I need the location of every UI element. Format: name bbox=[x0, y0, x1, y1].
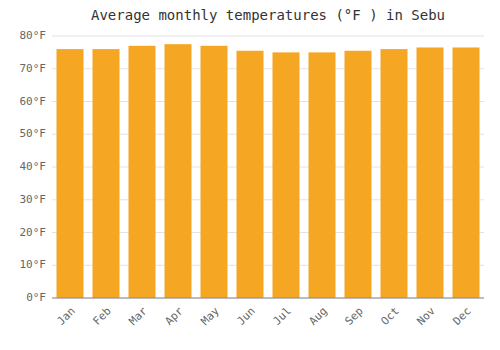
grid-line bbox=[52, 36, 484, 37]
y-tick-label: 80°F bbox=[20, 29, 47, 42]
y-tick-label: 50°F bbox=[20, 127, 47, 140]
x-tick-label: Feb bbox=[91, 305, 114, 328]
bar bbox=[129, 46, 156, 298]
y-tick-label: 40°F bbox=[20, 160, 47, 173]
chart-title: Average monthly temperatures (°F ) in Se… bbox=[91, 7, 445, 23]
bar bbox=[345, 51, 372, 298]
x-tick-label: Jun bbox=[235, 305, 258, 328]
x-axis: Jan Feb Mar Apr May Jun Jul Aug Sep Oct Nov Dec bbox=[52, 298, 484, 328]
x-tick-label: Aug bbox=[307, 305, 330, 328]
y-tick-label: 30°F bbox=[20, 193, 47, 206]
x-tick-label: Mar bbox=[127, 304, 151, 328]
bar bbox=[273, 52, 300, 298]
bar bbox=[309, 52, 336, 298]
bar bbox=[381, 49, 408, 298]
bar bbox=[57, 49, 84, 298]
y-tick-label: 0°F bbox=[26, 291, 46, 304]
chart-container: Average monthly temperatures (°F ) in Se… bbox=[0, 0, 500, 350]
x-tick-label: Sep bbox=[343, 305, 366, 328]
y-tick-label: 70°F bbox=[20, 62, 47, 75]
bar bbox=[201, 46, 228, 298]
x-tick-label: Jan bbox=[55, 305, 78, 328]
bar bbox=[453, 47, 480, 298]
x-tick-label: Dec bbox=[451, 305, 474, 328]
bar bbox=[237, 51, 264, 298]
chart-svg: Average monthly temperatures (°F ) in Se… bbox=[0, 0, 500, 350]
x-tick-label: May bbox=[199, 304, 223, 328]
y-tick-label: 20°F bbox=[20, 226, 47, 239]
bars bbox=[57, 44, 480, 298]
bar bbox=[165, 44, 192, 298]
y-tick-label: 10°F bbox=[20, 258, 47, 271]
bar bbox=[417, 47, 444, 298]
grid-line bbox=[52, 298, 484, 299]
bar bbox=[93, 49, 120, 298]
x-tick-label: Jul bbox=[271, 305, 294, 328]
x-tick-label: Apr bbox=[163, 304, 187, 328]
x-tick-label: Nov bbox=[415, 304, 439, 328]
y-axis: 0°F 10°F 20°F 30°F 40°F 50°F 60°F 70°F 80°F bbox=[20, 29, 47, 304]
y-tick-label: 60°F bbox=[20, 95, 47, 108]
x-tick-label: Oct bbox=[379, 305, 402, 328]
grid bbox=[52, 36, 484, 298]
x-axis-line bbox=[52, 298, 484, 299]
